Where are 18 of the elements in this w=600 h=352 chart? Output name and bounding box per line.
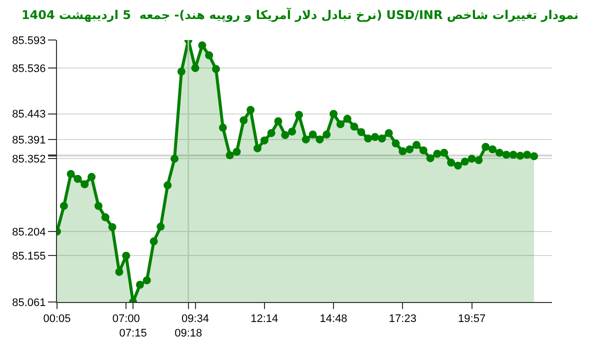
x-tick-label: 09:18 xyxy=(174,328,202,340)
x-tick-label: 09:34 xyxy=(182,313,210,326)
y-tick-label: 85.443 xyxy=(12,108,46,121)
x-tick-label: 19:57 xyxy=(458,313,486,326)
x-tick-label: 07:15 xyxy=(119,328,147,340)
y-tick-label: 85.204 xyxy=(12,226,46,238)
x-tick-label: 14:48 xyxy=(320,313,348,326)
y-tick-label: 85.536 xyxy=(12,62,46,75)
x-tick-label: 00:05 xyxy=(43,313,71,326)
y-tick-label: 85.352 xyxy=(12,154,46,166)
y-tick-label: 85.593 xyxy=(12,34,46,47)
chart-title: نمودار تغییرات شاخص USD/INR (نرخ تبادل دلار آمریکا و روپیه هند)- جمعه 5 اردیبهشت 1404 xyxy=(21,6,579,22)
x-tick-label: 07:00 xyxy=(112,313,140,326)
x-tick-label: 12:14 xyxy=(250,313,278,326)
y-tick-label: 85.155 xyxy=(12,250,46,263)
y-tick-label: 85.061 xyxy=(12,296,46,309)
x-tick-label: 17:23 xyxy=(388,313,416,326)
y-tick-label: 85.391 xyxy=(12,134,46,146)
